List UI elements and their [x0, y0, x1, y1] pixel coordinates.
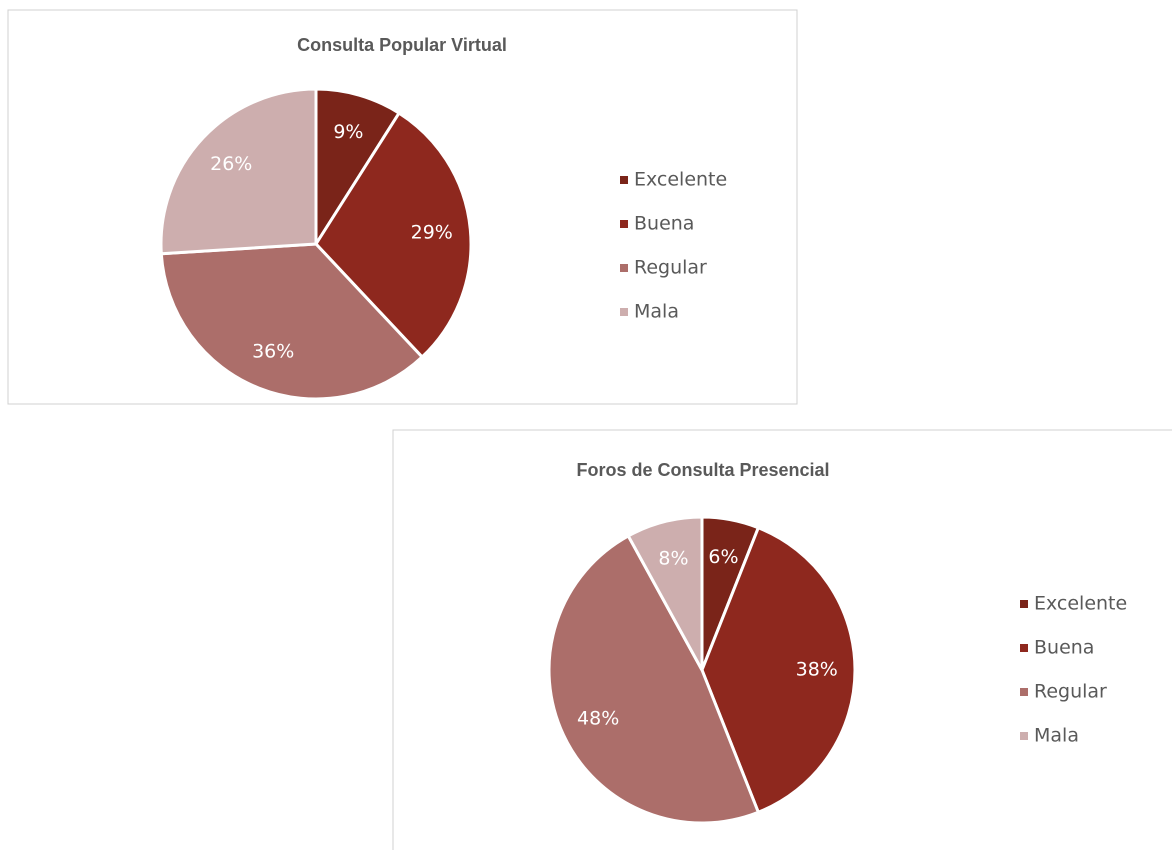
slice-label: 36%: [252, 341, 294, 363]
legend-label: Buena: [1034, 637, 1094, 659]
slice-label: 8%: [658, 547, 688, 569]
pie-slice: [700, 525, 857, 815]
legend-swatch: [1020, 688, 1028, 696]
legend-swatch: [620, 220, 628, 228]
chart-title: Foros de Consulta Presencial: [576, 460, 829, 480]
slice-label: 6%: [708, 546, 738, 568]
legend-swatch: [1020, 732, 1028, 740]
legend-label: Mala: [1034, 725, 1079, 747]
legend-label: Regular: [634, 257, 707, 279]
legend-label: Excelente: [1034, 593, 1127, 615]
chart-title: Consulta Popular Virtual: [297, 35, 507, 55]
pie-slice: [159, 87, 318, 256]
pie-slice: [314, 87, 402, 250]
legend-label: Excelente: [634, 169, 727, 191]
legend-swatch: [620, 176, 628, 184]
legend-swatch: [620, 264, 628, 272]
legend-swatch: [1020, 600, 1028, 608]
pie-slice: [314, 111, 473, 360]
slice-label: 48%: [577, 707, 619, 729]
legend-label: Regular: [1034, 681, 1107, 703]
slice-label: 29%: [411, 222, 453, 244]
pie-slice: [626, 515, 704, 671]
pie-slice: [547, 533, 761, 825]
slice-label: 38%: [796, 659, 838, 681]
legend-label: Buena: [634, 213, 694, 235]
legend-swatch: [1020, 644, 1028, 652]
pie-slice: [159, 242, 425, 401]
slice-label: 9%: [333, 121, 363, 143]
legend-swatch: [620, 308, 628, 316]
legend-label: Mala: [634, 301, 679, 323]
slice-label: 26%: [210, 153, 252, 175]
